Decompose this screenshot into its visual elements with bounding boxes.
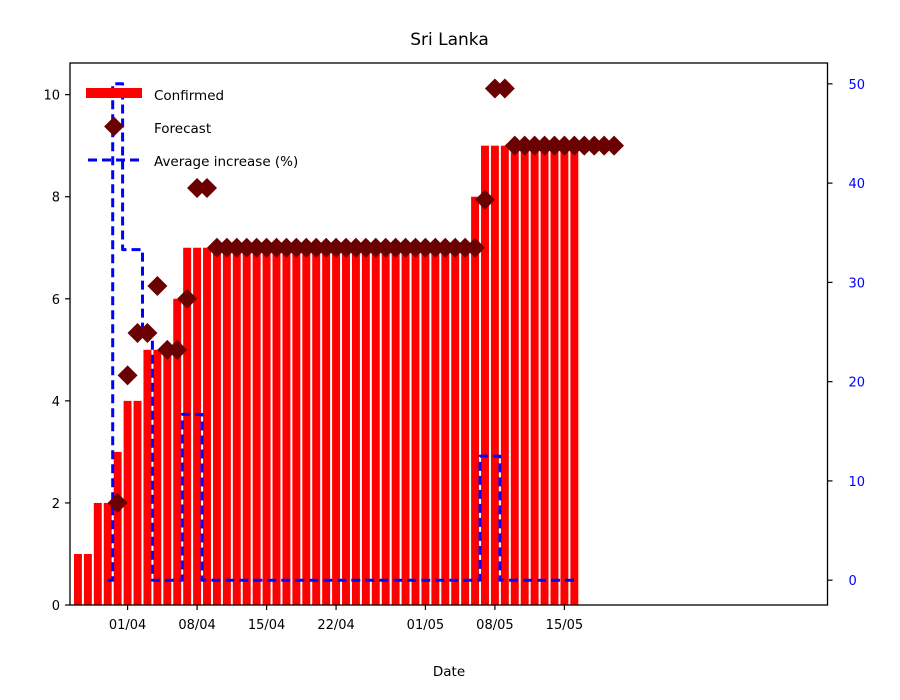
forecast-marker <box>465 237 486 258</box>
x-tick-label: 01/04 <box>109 618 146 633</box>
legend-label-forecast: Forecast <box>154 121 211 137</box>
bar-confirmed <box>113 451 122 605</box>
bar-confirmed <box>153 349 162 605</box>
bar-confirmed <box>550 145 559 605</box>
bar-confirmed <box>193 247 202 606</box>
legend-swatch-confirmed <box>86 88 142 98</box>
y-left-tick-label: 10 <box>43 89 60 104</box>
x-tick-label: 15/05 <box>546 618 583 633</box>
line-group <box>107 82 575 582</box>
x-tick-label: 22/04 <box>317 618 354 633</box>
bar-confirmed <box>451 247 460 606</box>
bar-confirmed <box>560 145 569 605</box>
legend-label-confirmed: Confirmed <box>154 88 224 104</box>
bar-confirmed <box>272 247 281 606</box>
x-axis-label: Date <box>433 664 465 680</box>
bar-confirmed <box>93 502 102 605</box>
forecast-marker <box>494 78 515 99</box>
legend-label-average-increase: Average increase (%) <box>154 154 298 170</box>
bar-confirmed <box>143 349 152 605</box>
x-tick-label: 08/04 <box>178 618 215 633</box>
bar-confirmed <box>540 145 549 605</box>
bar-confirmed <box>510 145 519 605</box>
y-axis-right: 0 10 20 30 40 50 <box>827 78 866 589</box>
bar-confirmed <box>530 145 539 605</box>
bar-confirmed <box>381 247 390 606</box>
bar-confirmed <box>73 553 82 605</box>
y-left-tick-label: 8 <box>52 191 60 206</box>
y-right-tick-label: 30 <box>849 276 866 291</box>
bar-confirmed <box>212 247 221 606</box>
bar-confirmed <box>431 247 440 606</box>
x-tick-label: 15/04 <box>248 618 285 633</box>
bar-confirmed <box>302 247 311 606</box>
bar-confirmed <box>401 247 410 606</box>
bar-confirmed <box>500 145 509 605</box>
forecast-marker <box>197 178 218 199</box>
bar-confirmed <box>83 553 92 605</box>
y-right-tick-label: 20 <box>849 376 866 391</box>
forecast-marker <box>474 189 495 210</box>
y-left-tick-label: 0 <box>52 599 60 614</box>
plot-frame <box>69 62 829 606</box>
forecast-marker <box>167 339 188 360</box>
y-axis-left: 0 2 4 6 8 10 <box>43 89 70 614</box>
y-left-tick-label: 6 <box>52 293 60 308</box>
forecast-marker <box>147 276 168 297</box>
bar-confirmed <box>262 247 271 606</box>
bar-confirmed <box>103 502 112 605</box>
bar-confirmed <box>520 145 529 605</box>
x-tick-label: 08/05 <box>476 618 513 633</box>
markers-group <box>107 78 625 513</box>
bar-confirmed <box>570 145 579 605</box>
bar-confirmed <box>222 247 231 606</box>
bar-confirmed <box>282 247 291 606</box>
bar-confirmed <box>312 247 321 606</box>
bar-confirmed <box>173 298 182 605</box>
bar-confirmed <box>292 247 301 606</box>
bar-confirmed <box>203 247 211 606</box>
legend-swatch-forecast <box>104 116 124 137</box>
bar-confirmed <box>252 247 261 606</box>
bar-confirmed <box>183 247 192 606</box>
bar-confirmed <box>441 247 450 606</box>
bars-group <box>73 145 579 606</box>
chart-title: Sri Lanka <box>410 30 489 50</box>
bar-confirmed <box>371 247 380 606</box>
bar-confirmed <box>332 247 341 606</box>
x-axis: 01/04 08/04 15/04 22/04 01/05 08/05 15/05 <box>109 605 583 633</box>
bar-confirmed <box>242 247 251 606</box>
y-right-tick-label: 50 <box>849 78 866 93</box>
y-right-tick-label: 0 <box>849 574 857 589</box>
bar-confirmed <box>411 247 420 606</box>
legend: Confirmed Forecast Average increase (%) <box>86 88 298 170</box>
bar-confirmed <box>490 145 499 605</box>
bar-confirmed <box>361 247 370 606</box>
line-average-increase <box>107 82 575 582</box>
bar-confirmed <box>471 196 480 605</box>
bar-confirmed <box>163 349 172 605</box>
forecast-marker <box>117 365 138 386</box>
bar-confirmed <box>342 247 350 606</box>
y-left-tick-label: 2 <box>52 497 60 512</box>
forecast-marker <box>604 135 625 156</box>
bar-confirmed <box>351 247 360 606</box>
bar-confirmed <box>421 247 430 606</box>
y-right-tick-label: 10 <box>849 475 866 490</box>
forecast-marker <box>137 322 158 343</box>
bar-confirmed <box>133 400 142 605</box>
bar-confirmed <box>481 145 489 605</box>
bar-confirmed <box>461 247 470 606</box>
forecast-marker <box>177 288 198 309</box>
x-tick-label: 01/05 <box>407 618 444 633</box>
bar-confirmed <box>322 247 331 606</box>
y-left-tick-label: 4 <box>52 395 60 410</box>
y-right-tick-label: 40 <box>849 177 866 192</box>
forecast-marker <box>107 492 128 513</box>
bar-confirmed <box>232 247 241 606</box>
bar-confirmed <box>391 247 400 606</box>
